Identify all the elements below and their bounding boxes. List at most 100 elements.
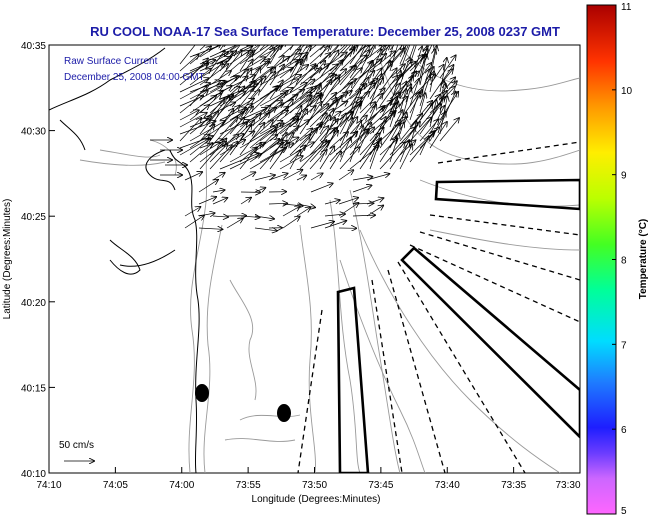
colorbar-tick-label: 9 xyxy=(621,171,627,182)
current-vector xyxy=(339,138,351,163)
current-vector xyxy=(289,106,316,128)
current-vector xyxy=(349,126,363,163)
current-vector xyxy=(369,45,375,51)
current-vector xyxy=(409,132,434,163)
current-vector xyxy=(349,84,364,121)
x-tick-label: 73:55 xyxy=(236,480,261,491)
current-vector xyxy=(339,45,352,58)
current-vector xyxy=(199,94,221,114)
current-vector xyxy=(369,117,386,149)
current-vector xyxy=(198,180,218,193)
current-vector xyxy=(419,76,430,107)
current-vector xyxy=(219,75,255,93)
current-vector xyxy=(349,45,354,51)
current-vector xyxy=(239,120,254,142)
current-vector xyxy=(239,45,260,58)
current-vector xyxy=(219,45,245,72)
current-vector xyxy=(259,130,277,149)
current-vector xyxy=(259,48,275,65)
current-vector xyxy=(309,53,330,72)
current-vector xyxy=(338,170,353,181)
current-vector xyxy=(249,68,260,86)
current-vector xyxy=(254,228,277,231)
current-vector xyxy=(179,78,209,93)
x-tick-label: 74:10 xyxy=(36,480,61,491)
current-vector xyxy=(329,152,341,170)
current-vector xyxy=(319,118,335,149)
current-vector xyxy=(268,174,287,181)
current-vector xyxy=(279,65,308,86)
current-vector xyxy=(329,101,347,114)
current-vector xyxy=(309,45,325,58)
current-vector xyxy=(409,121,416,149)
station-marker-1 xyxy=(195,384,209,402)
current-vector xyxy=(379,61,390,86)
current-vector xyxy=(189,60,215,72)
current-vector xyxy=(339,118,352,149)
current-vector xyxy=(299,45,313,72)
current-vector xyxy=(339,92,369,121)
current-vector xyxy=(319,45,326,51)
current-vector xyxy=(219,86,244,114)
current-vector xyxy=(319,45,342,65)
current-vector xyxy=(199,142,226,163)
current-vector xyxy=(209,50,225,72)
legend-current-label: Raw Surface Current xyxy=(64,56,158,67)
current-vector xyxy=(329,132,348,149)
current-vector xyxy=(184,207,200,217)
current-vector xyxy=(289,109,307,142)
colorbar-tick-label: 11 xyxy=(621,2,632,13)
current-vector xyxy=(212,190,225,192)
current-vector xyxy=(379,76,397,100)
current-vector xyxy=(299,45,308,58)
current-vector xyxy=(329,69,346,86)
area-outlines xyxy=(336,178,580,473)
current-vector xyxy=(338,198,358,205)
x-tick-label: 74:05 xyxy=(103,480,128,491)
current-vector xyxy=(239,68,252,86)
current-vector xyxy=(249,113,270,135)
x-axis-label: Longitude (Degrees:Minutes) xyxy=(252,494,381,505)
current-vector xyxy=(339,82,352,100)
current-vector xyxy=(189,139,210,156)
current-vector xyxy=(279,137,298,149)
map-content xyxy=(49,45,580,473)
current-vector xyxy=(282,206,300,217)
map-frame xyxy=(48,44,581,474)
area-outline-1 xyxy=(336,286,370,473)
y-tick-label: 40:20 xyxy=(21,298,46,309)
current-vector xyxy=(389,71,401,107)
current-vector xyxy=(399,45,409,65)
current-vector xyxy=(319,98,336,121)
current-vector xyxy=(409,47,422,86)
current-vector xyxy=(299,140,326,170)
current-vector xyxy=(189,46,211,65)
current-vector xyxy=(189,143,212,163)
current-vector xyxy=(409,117,431,142)
current-vector xyxy=(419,136,429,156)
current-vector xyxy=(429,122,447,149)
current-vector xyxy=(309,141,329,163)
current-vector xyxy=(349,104,360,128)
current-vector xyxy=(289,64,315,93)
current-vector xyxy=(179,45,196,65)
current-vector xyxy=(269,95,298,114)
current-vector xyxy=(239,45,259,51)
current-vector xyxy=(369,94,382,114)
current-vector xyxy=(289,45,304,65)
current-vector xyxy=(309,112,341,135)
current-vector xyxy=(209,45,246,58)
current-vector xyxy=(239,143,261,170)
scale-label: 50 cm/s xyxy=(59,440,94,451)
current-vector xyxy=(379,45,383,51)
current-vector xyxy=(189,116,211,135)
y-tick-label: 40:30 xyxy=(21,127,46,138)
current-vector xyxy=(269,93,286,107)
current-vector xyxy=(279,133,293,156)
current-vector xyxy=(269,56,284,72)
current-vector xyxy=(239,81,254,100)
current-vector xyxy=(399,113,407,135)
current-vector xyxy=(338,203,358,217)
current-vector xyxy=(269,54,301,79)
